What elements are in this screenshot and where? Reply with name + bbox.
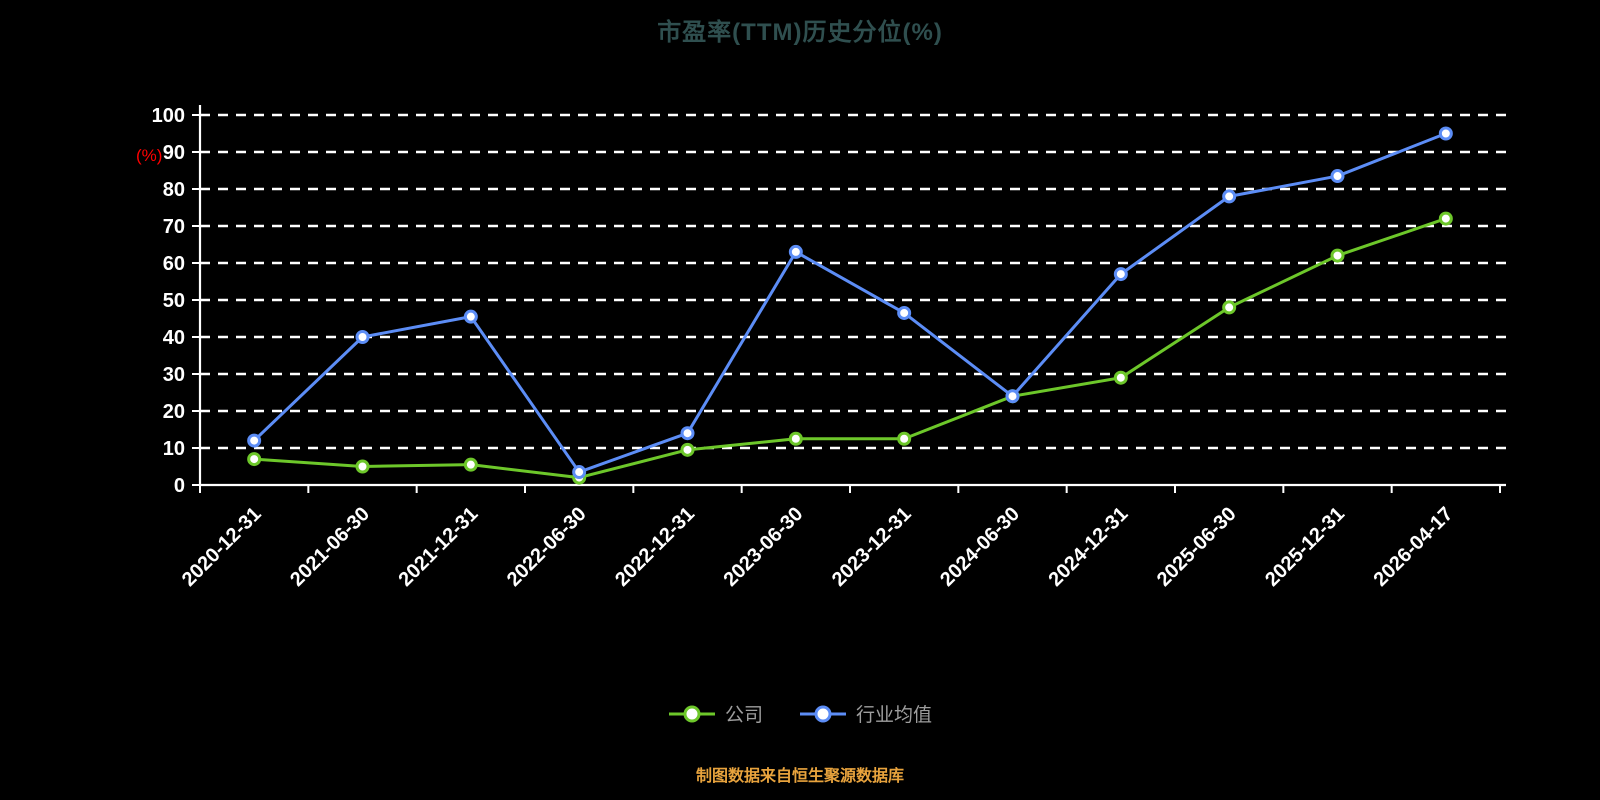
chart-title: 市盈率(TTM)历史分位(%) [657,19,943,46]
x-axis-tick-label: 2021-06-30 [286,503,374,591]
data-point-marker [463,309,478,324]
y-axis-tick-label: 100 [152,105,185,127]
data-point-marker [1005,389,1020,404]
y-axis-tick-label: 90 [163,142,185,164]
y-axis-tick-label: 20 [163,401,185,423]
x-axis-tick-label: 2024-06-30 [936,503,1024,591]
data-point-marker [1438,126,1453,141]
y-axis-tick-label: 60 [163,253,185,275]
x-axis-tick-label: 2023-06-30 [719,503,807,591]
data-point-marker [680,442,695,457]
data-point-marker [897,305,912,320]
data-point-marker [463,457,478,472]
legend-label-industry-average: 行业均值 [856,705,933,726]
data-point-marker [788,244,803,259]
data-point-marker [247,433,262,448]
data-source-note: 制图数据来自恒生聚源数据库 [695,768,904,785]
legend-item-company[interactable]: 公司 [668,700,763,727]
y-axis-tick-label: 50 [163,290,185,312]
data-point-marker [1222,189,1237,204]
data-point-marker [1113,370,1128,385]
y-axis-tick-label: 0 [174,475,185,497]
data-point-marker [355,459,370,474]
data-point-marker [247,452,262,467]
legend-label-company: 公司 [724,705,763,726]
data-point-marker [355,330,370,344]
y-axis-tick-label: 10 [163,438,185,460]
data-point-marker [1330,248,1345,263]
y-axis-tick-label: 80 [163,179,185,201]
y-axis-tick-label: 70 [163,216,185,238]
data-point-marker [1438,211,1453,226]
x-axis-tick-label: 2023-12-31 [828,503,916,591]
industry-average-series-marker-icon [800,705,846,722]
x-axis-tick-label: 2025-06-30 [1153,503,1241,591]
data-point-marker [572,465,587,480]
data-point-marker [1222,300,1237,315]
x-axis-tick-label: 2026-04-17 [1369,503,1457,591]
chart-legend: 公司 行业均值 [0,700,1600,727]
x-axis-tick-label: 2025-12-31 [1261,503,1349,591]
company-series-marker-icon [668,705,715,722]
data-point-marker [1113,267,1128,282]
x-axis-tick-label: 2024-12-31 [1044,503,1132,591]
data-point-marker [788,431,803,446]
x-axis-tick-label: 2020-12-31 [178,503,266,591]
data-point-marker [680,426,695,441]
y-axis-tick-label: 30 [163,364,185,386]
y-axis-tick-label: 40 [163,327,185,349]
x-axis-tick-label: 2021-12-31 [394,503,482,591]
legend-item-industry-average[interactable]: 行业均值 [799,700,932,727]
x-axis-tick-label: 2022-12-31 [611,503,699,591]
y-axis-unit-label: (%) [136,146,163,165]
data-point-marker [1330,169,1345,184]
data-point-marker [897,431,912,446]
series-line [252,132,1448,474]
x-axis-tick-label: 2022-06-30 [503,503,591,591]
series-line [252,217,1448,480]
